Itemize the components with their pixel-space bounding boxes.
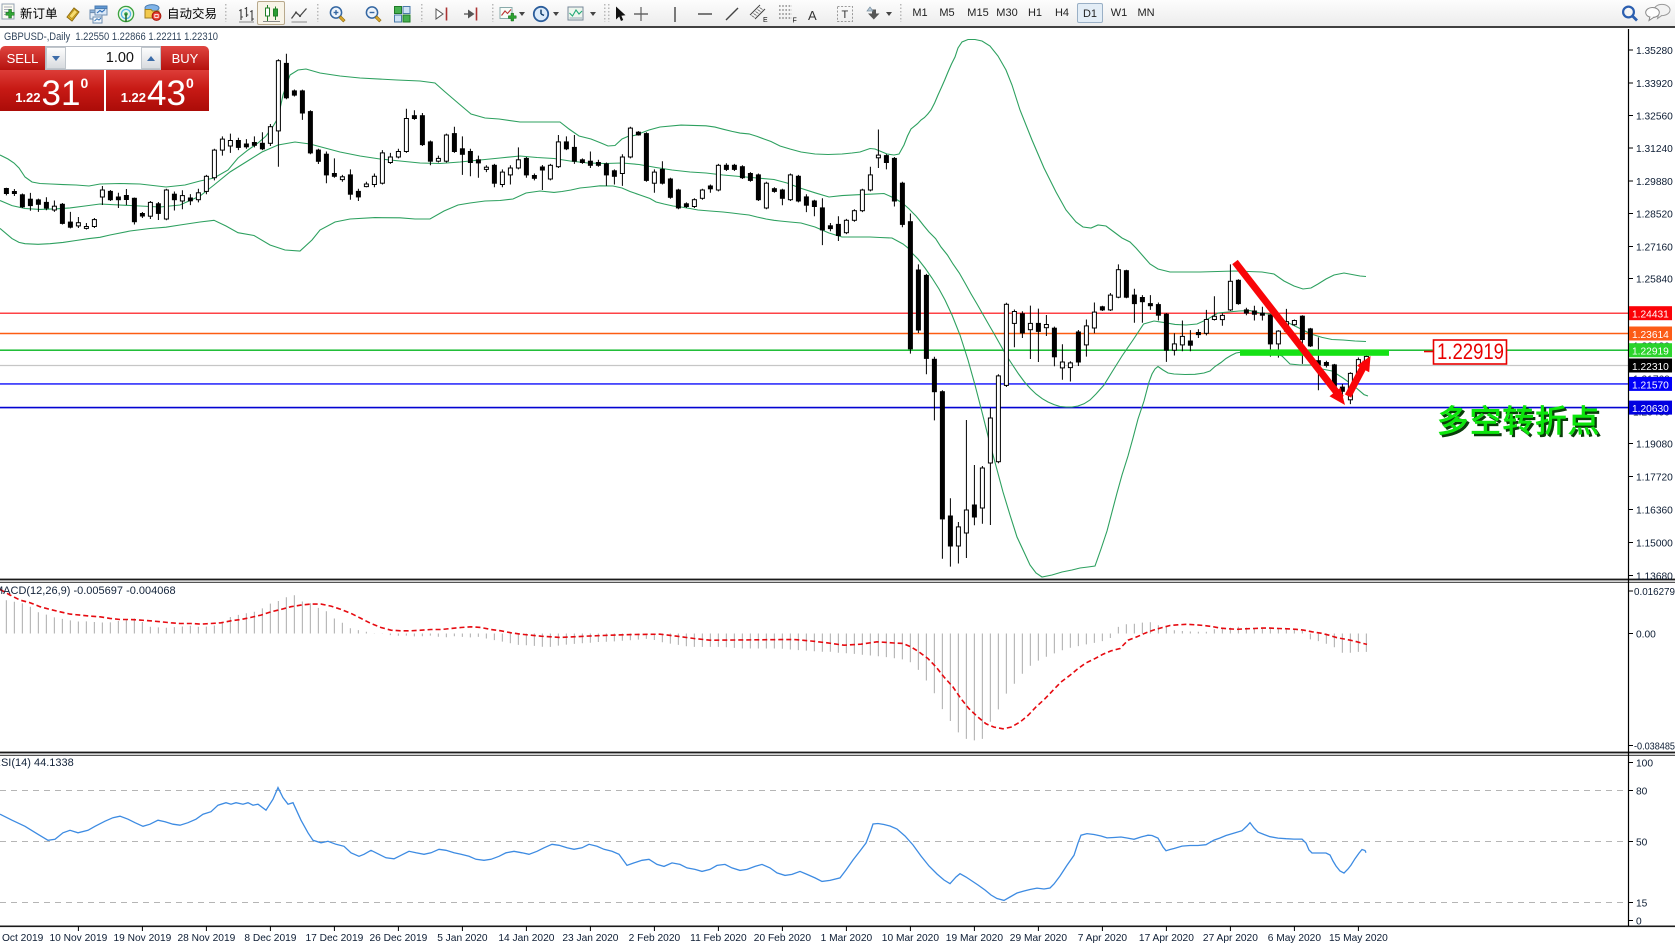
svg-text:RSI(14) 44.1338: RSI(14) 44.1338 <box>0 757 74 769</box>
svg-text:1.21570: 1.21570 <box>1632 380 1669 391</box>
svg-text:8 Dec 2019: 8 Dec 2019 <box>244 933 296 944</box>
svg-text:1 Mar 2020: 1 Mar 2020 <box>821 933 873 944</box>
svg-text:15: 15 <box>1636 899 1648 910</box>
svg-text:1.17720: 1.17720 <box>1636 473 1673 484</box>
svg-text:1.22919: 1.22919 <box>1437 339 1504 364</box>
svg-text:80: 80 <box>1636 787 1648 798</box>
svg-text:19 Mar 2020: 19 Mar 2020 <box>946 933 1004 944</box>
svg-text:1.15000: 1.15000 <box>1636 539 1673 550</box>
svg-text:Oct 2019: Oct 2019 <box>2 933 44 944</box>
svg-text:1.25840: 1.25840 <box>1636 275 1673 286</box>
svg-text:T: T <box>842 9 849 21</box>
svg-text:23 Jan 2020: 23 Jan 2020 <box>562 933 618 944</box>
svg-text:27 Apr 2020: 27 Apr 2020 <box>1203 933 1258 944</box>
svg-text:1.33920: 1.33920 <box>1636 79 1673 90</box>
svg-text:1.23614: 1.23614 <box>1632 330 1669 341</box>
svg-text:-0.038485: -0.038485 <box>1634 742 1675 753</box>
svg-text:1.22919: 1.22919 <box>1632 347 1669 358</box>
svg-text:17 Apr 2020: 17 Apr 2020 <box>1139 933 1194 944</box>
svg-text:20 Feb 2020: 20 Feb 2020 <box>754 933 812 944</box>
svg-text:1.31240: 1.31240 <box>1636 144 1673 155</box>
svg-text:19 Nov 2019: 19 Nov 2019 <box>114 933 172 944</box>
svg-text:6 May 2020: 6 May 2020 <box>1268 933 1322 944</box>
svg-text:50: 50 <box>1636 838 1648 849</box>
svg-text:10 Mar 2020: 10 Mar 2020 <box>882 933 940 944</box>
svg-text:100: 100 <box>1636 759 1653 770</box>
svg-text:17 Dec 2019: 17 Dec 2019 <box>306 933 364 944</box>
svg-text:F: F <box>793 18 797 24</box>
svg-text:0.016279: 0.016279 <box>1634 587 1675 598</box>
svg-text:1.19080: 1.19080 <box>1636 440 1673 451</box>
svg-text:10 Nov 2019: 10 Nov 2019 <box>50 933 108 944</box>
svg-text:28 Nov 2019: 28 Nov 2019 <box>178 933 236 944</box>
svg-text:E: E <box>763 17 768 23</box>
svg-text:5 Jan 2020: 5 Jan 2020 <box>437 933 488 944</box>
svg-text:1.20630: 1.20630 <box>1632 404 1669 415</box>
svg-text:29 Mar 2020: 29 Mar 2020 <box>1010 933 1068 944</box>
svg-text:26 Dec 2019: 26 Dec 2019 <box>370 933 428 944</box>
svg-text:1.35280: 1.35280 <box>1636 46 1673 57</box>
svg-text:GBPUSD-,Daily 1.22550 1.22866: GBPUSD-,Daily 1.22550 1.22866 1.22211 1.… <box>4 31 218 43</box>
svg-text:2 Feb 2020: 2 Feb 2020 <box>629 933 681 944</box>
svg-text:MACD(12,26,9) -0.005697 -0.004: MACD(12,26,9) -0.005697 -0.004068 <box>0 585 176 597</box>
svg-text:1.29880: 1.29880 <box>1636 177 1673 188</box>
svg-text:0: 0 <box>1636 917 1642 928</box>
svg-text:15 May 2020: 15 May 2020 <box>1329 933 1388 944</box>
svg-text:14 Jan 2020: 14 Jan 2020 <box>498 933 554 944</box>
svg-text:7 Apr 2020: 7 Apr 2020 <box>1078 933 1128 944</box>
svg-text:1.28520: 1.28520 <box>1636 210 1673 221</box>
svg-text:1.24431: 1.24431 <box>1632 310 1669 321</box>
svg-text:1.32560: 1.32560 <box>1636 112 1673 123</box>
svg-text:11 Feb 2020: 11 Feb 2020 <box>690 933 747 944</box>
svg-text:1.16360: 1.16360 <box>1636 506 1673 517</box>
svg-text:0.00: 0.00 <box>1636 630 1656 641</box>
svg-text:1.27160: 1.27160 <box>1636 243 1673 254</box>
svg-text:1.13680: 1.13680 <box>1636 572 1673 583</box>
svg-text:1.22310: 1.22310 <box>1632 362 1669 373</box>
